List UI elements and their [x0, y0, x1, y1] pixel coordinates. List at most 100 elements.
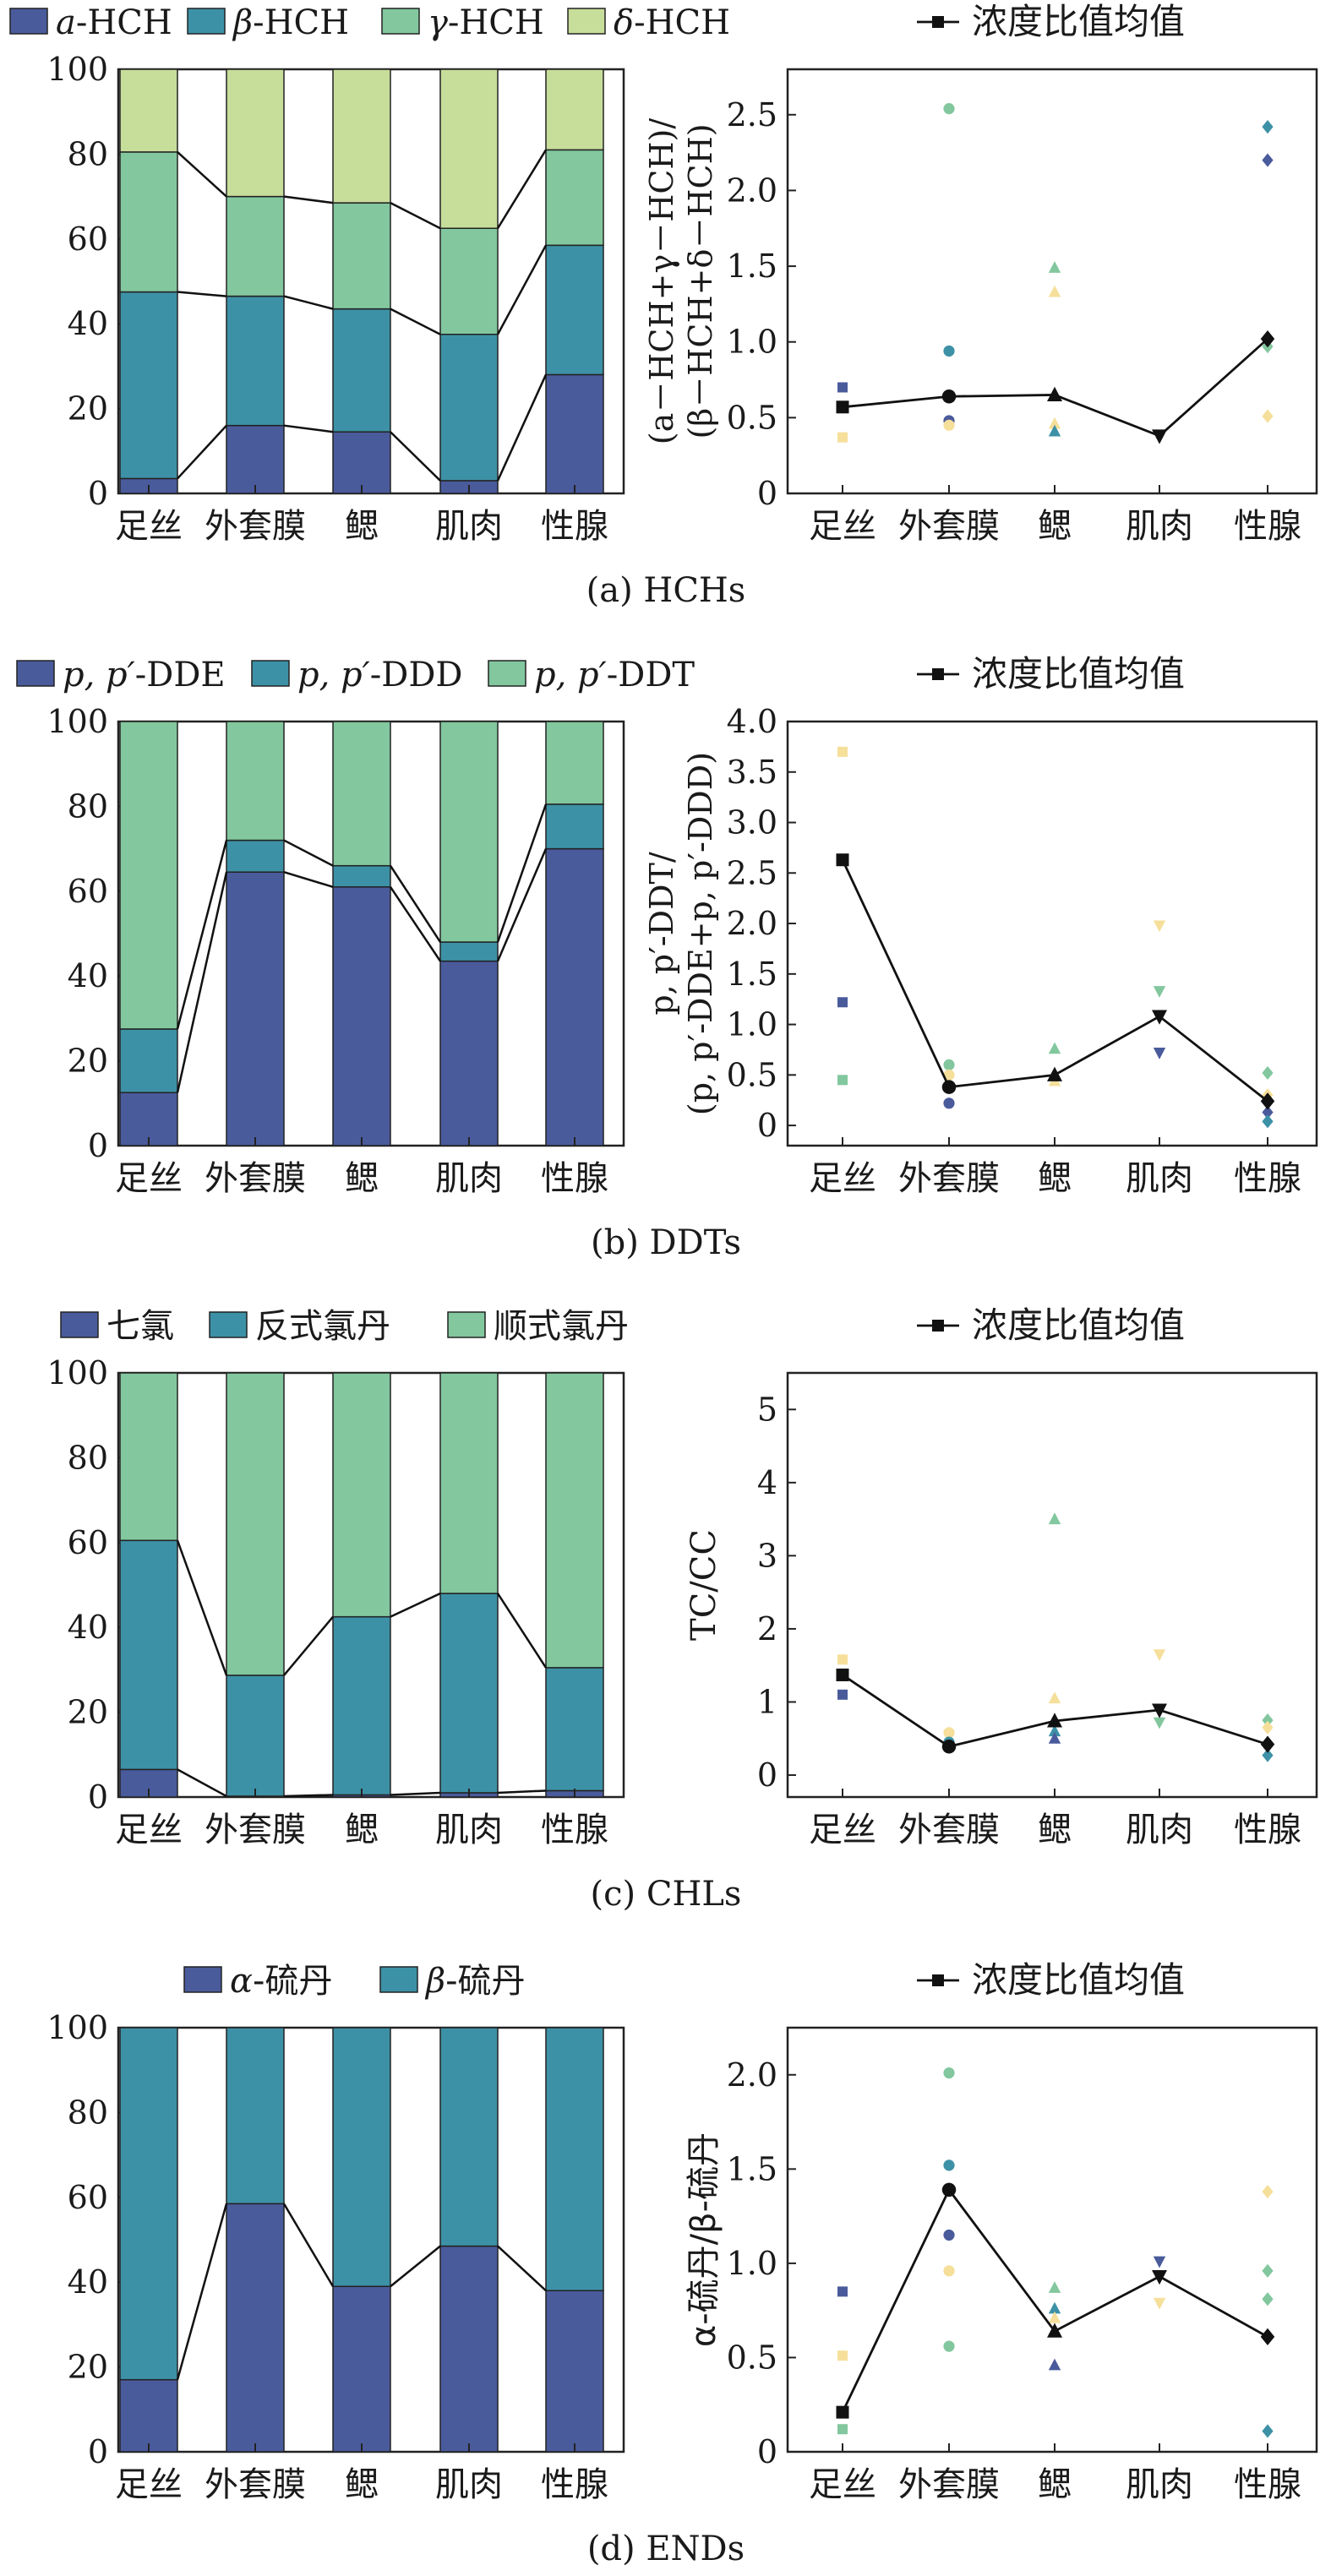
connector-line [496, 373, 548, 482]
legend-label-suffix: -HCH [448, 3, 544, 42]
legend-label-3: δ-HCH [614, 3, 730, 42]
y-tick-label: 2.0 [727, 905, 777, 942]
data-point-5 [943, 1097, 955, 1109]
legend-label-suffix: -DDT [607, 656, 696, 694]
stacked-bar-panel: 0 20 40 60 80 100 足丝 外套膜 鳃 肌肉 性腺 七氯 反式氯丹 顺式氯丹 [46, 1307, 629, 1849]
mean-marker-4 [1260, 1735, 1275, 1753]
y-tick-label: 20 [68, 1694, 108, 1731]
x-tick-label: 性腺 [1234, 507, 1301, 546]
y-tick-label: 2.0 [727, 2056, 777, 2094]
connector-line [283, 839, 334, 867]
y-tick-label: 1 [757, 1683, 777, 1720]
y-axis-label: α-硫丹/β-硫丹 [685, 2132, 723, 2347]
legend-label: 浓度比值均值 [972, 1, 1185, 42]
legend-label-suffix: 七氯 [106, 1307, 174, 1346]
bar-0-4 [545, 373, 604, 494]
legend-swatch-0 [60, 1311, 99, 1338]
legend-label-main: β [424, 1962, 445, 2001]
legend: 七氯 反式氯丹 顺式氯丹 [60, 1307, 629, 1346]
x-tick-label: 鳃 [1038, 1811, 1072, 1849]
data-point-6 [943, 2265, 955, 2277]
x-tick-label: 性腺 [1234, 1159, 1301, 1198]
y-tick-label: 5 [757, 1391, 777, 1428]
data-point-7 [1048, 1731, 1061, 1744]
connector-line [177, 291, 227, 297]
legend-label-main: a [56, 3, 76, 42]
bar-0-2 [332, 2285, 391, 2453]
x-tick-label: 外套膜 [205, 507, 306, 546]
connector-line [390, 1791, 441, 1796]
legend-swatch-1 [379, 1966, 418, 1993]
y-tick-label: 2.5 [727, 854, 777, 891]
legend-swatch-0 [16, 660, 55, 687]
y-tick-label: 0.5 [727, 2339, 777, 2376]
data-point-0 [837, 2286, 848, 2297]
legend-label-suffix: 反式氯丹 [255, 1307, 390, 1346]
y-tick-label: 0 [88, 1778, 108, 1816]
bar-0-2 [332, 886, 391, 1146]
y-axis-label-line2: (p, p′-DDE+p, p′-DDD) [682, 752, 719, 1115]
legend-swatch-0 [183, 1966, 222, 1993]
plot-frame [786, 1371, 1318, 1799]
bar-3-3 [439, 68, 499, 229]
data-point-6 [1048, 1724, 1061, 1737]
y-tick-label: 0 [757, 1107, 777, 1144]
plot-frame [786, 2026, 1318, 2453]
ratio-scatter-panel: 0 0.5 1.0 1.5 2.0 足丝 外套膜鳃 肌肉 性腺 α-硫丹/β-硫丹 浓度比值均值 [685, 1959, 1318, 2504]
legend-label: 浓度比值均值 [972, 653, 1185, 694]
y-tick-label: 60 [68, 221, 108, 258]
legend-label-suffix: 顺式氯丹 [494, 1307, 629, 1346]
connector-line [176, 2203, 228, 2380]
x-tick-label: 鳃 [345, 2465, 379, 2504]
legend-swatch-3 [567, 8, 606, 35]
data-point-6 [1048, 1042, 1061, 1054]
plot-frame [786, 720, 1318, 1147]
connector-line [283, 295, 334, 310]
data-point-2 [837, 1075, 848, 1086]
bar-1-3 [439, 941, 499, 962]
data-point-0 [837, 1654, 848, 1665]
data-point-8 [1048, 417, 1061, 429]
x-tick-label: 肌肉 [435, 507, 503, 546]
ratio-scatter-panel: 0 1 2 3 4 5 足丝 外套膜鳃 肌肉 性腺 TC/CC 浓度比值均值 [685, 1304, 1318, 1849]
connector-line [496, 149, 548, 229]
connector-line [390, 1592, 441, 1618]
data-point-11 [1048, 2358, 1061, 2371]
bar-1-0 [119, 2027, 178, 2381]
y-tick-label: 0.5 [727, 399, 777, 436]
legend-label-main: β [232, 3, 253, 42]
mean-marker-3 [1152, 1703, 1167, 1718]
legend-label-main: γ [428, 3, 448, 42]
legend-label-2: p, p′-DDT [534, 656, 695, 694]
x-tick-label: 肌肉 [435, 2465, 503, 2504]
y-tick-label: 80 [68, 2094, 108, 2131]
bar-0-2 [332, 431, 391, 494]
x-tick-label: 足丝 [809, 507, 876, 546]
x-tick-label: 外套膜 [205, 1811, 306, 1849]
bar-2-4 [545, 149, 604, 247]
data-point-8 [1153, 920, 1166, 933]
bar-1-2 [332, 1615, 391, 1796]
data-point-7 [943, 2340, 955, 2352]
mean-legend: 浓度比值均值 [917, 653, 1185, 694]
data-point-6 [1048, 261, 1061, 273]
legend-swatch-2 [381, 8, 420, 35]
bar-1-0 [119, 291, 178, 480]
bar-2-2 [332, 721, 391, 867]
bar-3-2 [332, 68, 391, 204]
bar-2-3 [439, 1372, 499, 1594]
legend-swatch-2 [488, 660, 526, 687]
data-point-9 [1048, 424, 1061, 437]
bar-0-1 [226, 871, 285, 1146]
legend: a-HCH β-HCH γ-HCH δ-HCH [9, 3, 730, 42]
legend-swatch-1 [251, 660, 290, 687]
bar-1-3 [439, 334, 499, 482]
y-tick-label: 100 [46, 703, 108, 740]
bar-0-4 [545, 2290, 604, 2453]
legend-label: 浓度比值均值 [972, 1959, 1185, 2001]
y-tick-label: 80 [68, 787, 108, 825]
connector-line [283, 195, 334, 204]
mean-marker-0 [836, 2405, 849, 2419]
legend-label-suffix: -DDD [370, 656, 463, 694]
bar-1-4 [545, 803, 604, 850]
